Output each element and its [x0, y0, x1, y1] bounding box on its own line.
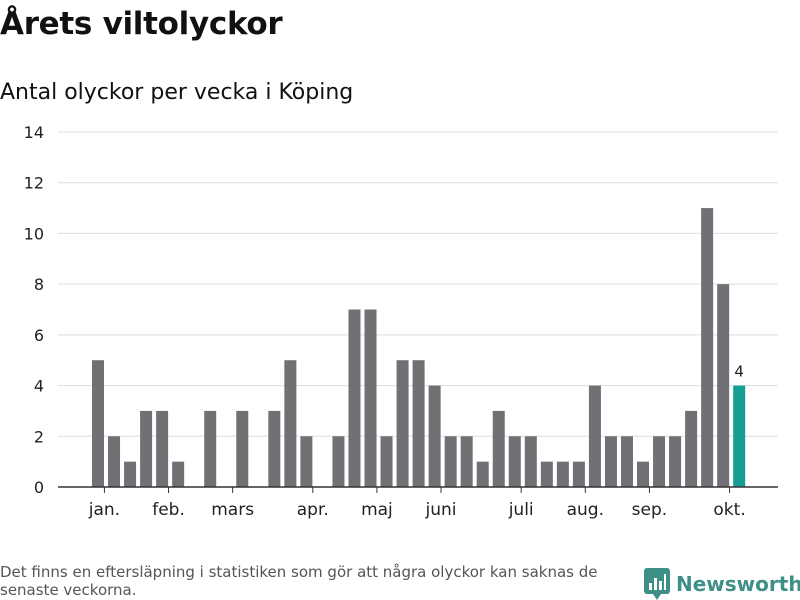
- y-tick-label: 10: [24, 224, 44, 243]
- highlight-bar: [733, 385, 746, 487]
- x-tick-label: aug.: [567, 500, 604, 520]
- x-tick-label: mars: [211, 500, 254, 520]
- bar: [204, 410, 217, 487]
- bar: [604, 436, 617, 487]
- bar: [717, 284, 730, 487]
- y-tick-label: 12: [24, 174, 44, 193]
- bar: [444, 436, 457, 487]
- x-tick-label: sep.: [632, 500, 668, 520]
- bar: [140, 410, 153, 487]
- y-tick-label: 14: [24, 123, 44, 142]
- bar: [588, 385, 601, 487]
- bar: [300, 436, 313, 487]
- bar: [476, 461, 489, 487]
- bar: [685, 410, 698, 487]
- bar: [92, 360, 104, 487]
- bar: [428, 385, 441, 487]
- bar: [396, 360, 409, 487]
- x-tick-label: juli: [508, 500, 534, 520]
- bar-chart: 0 2 4 6 8 10 12 14 4 jan. feb. mars apr. maj juni juli a…: [24, 123, 778, 520]
- x-tick-label: okt.: [713, 500, 745, 520]
- bar: [348, 309, 361, 487]
- y-tick-label: 2: [34, 427, 44, 446]
- bar: [620, 436, 633, 487]
- bar: [540, 461, 553, 487]
- newsworthy-logo-icon: [644, 568, 670, 600]
- bar: [172, 461, 185, 487]
- bar: [380, 436, 393, 487]
- footnote: Det finns en eftersläpning i statistiken…: [0, 563, 598, 599]
- bar: [572, 461, 585, 487]
- bar: [268, 410, 281, 487]
- bar: [701, 208, 714, 488]
- bar: [524, 436, 537, 487]
- x-tick-label: apr.: [297, 500, 329, 520]
- bar: [556, 461, 569, 487]
- brand-name: Newsworthy: [676, 572, 800, 596]
- bar: [637, 461, 650, 487]
- bar: [156, 410, 169, 487]
- chart-title: Årets viltolyckor: [0, 6, 283, 42]
- x-tick-label: maj: [361, 500, 393, 520]
- y-tick-label: 6: [34, 326, 44, 345]
- bar: [653, 436, 666, 487]
- bar: [124, 461, 137, 487]
- bar: [364, 309, 377, 487]
- bar: [236, 410, 249, 487]
- y-tick-label: 4: [34, 377, 44, 396]
- bar: [412, 360, 425, 487]
- x-tick-label: juni: [425, 500, 457, 520]
- bar: [284, 360, 297, 487]
- bar: [460, 436, 473, 487]
- data-label: 4: [734, 363, 744, 381]
- chart-subtitle: Antal olyckor per vecka i Köping: [0, 80, 354, 105]
- bar: [108, 436, 121, 487]
- bar: [332, 436, 345, 487]
- y-tick-label: 8: [34, 275, 44, 294]
- bar: [492, 410, 505, 487]
- x-tick-label: feb.: [152, 500, 185, 520]
- y-tick-label: 0: [34, 478, 44, 497]
- bar: [669, 436, 682, 487]
- brand-logo: Newsworthy: [644, 568, 800, 600]
- bar: [508, 436, 521, 487]
- x-tick-label: jan.: [88, 500, 120, 520]
